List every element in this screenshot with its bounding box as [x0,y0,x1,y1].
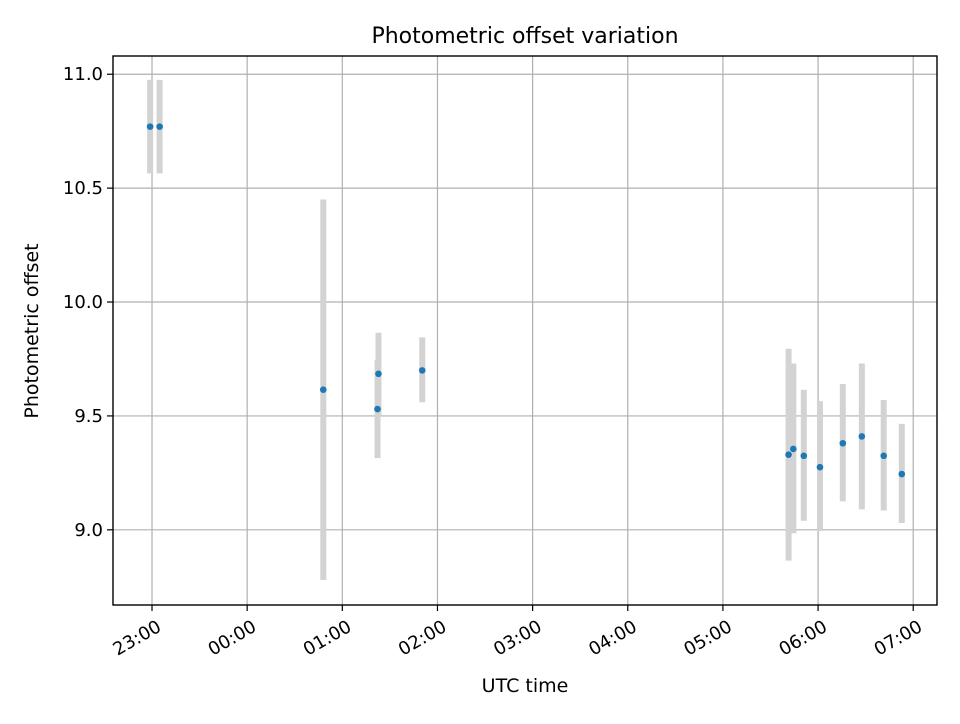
data-point [146,123,154,130]
data-point [319,386,327,394]
x-tick-label: 07:00 [871,616,926,660]
plot-frame [112,55,938,606]
x-tick-label: 03:00 [490,616,545,660]
x-tick-label: 05:00 [680,616,735,660]
x-axis-label: UTC time [482,675,569,697]
x-tick-label: 01:00 [300,616,355,660]
data-point [790,445,797,453]
data-point [839,439,847,447]
chart-title: Photometric offset variation [371,24,678,49]
data-point [858,433,866,440]
data-point [785,451,792,458]
y-axis-label: Photometric offset [21,243,43,418]
x-tick-label: 23:00 [109,616,164,660]
data-point [800,452,808,460]
x-tick-label: 00:00 [205,616,260,660]
data-point [156,123,163,130]
y-tick-label: 9.0 [74,520,103,541]
data-point [418,367,426,374]
axis-ticks: 23:00 00:00 01:00 02:00 03:00 04:00 05:00 06:00… [63,64,926,660]
y-tick-label: 11.0 [63,64,103,85]
grid-lines [113,56,937,605]
data-point [880,452,888,460]
y-tick-label: 10.0 [63,292,103,313]
x-tick-label: 04:00 [585,616,640,660]
data-point [374,405,381,413]
y-tick-label: 9.5 [74,406,103,427]
data-point [375,370,382,378]
y-tick-label: 10.5 [63,178,103,199]
data-point [816,463,824,471]
x-tick-label: 02:00 [395,616,450,660]
error-bars [147,79,905,580]
x-tick-label: 06:00 [776,616,831,660]
data-point [898,470,906,478]
data-points [146,123,906,478]
